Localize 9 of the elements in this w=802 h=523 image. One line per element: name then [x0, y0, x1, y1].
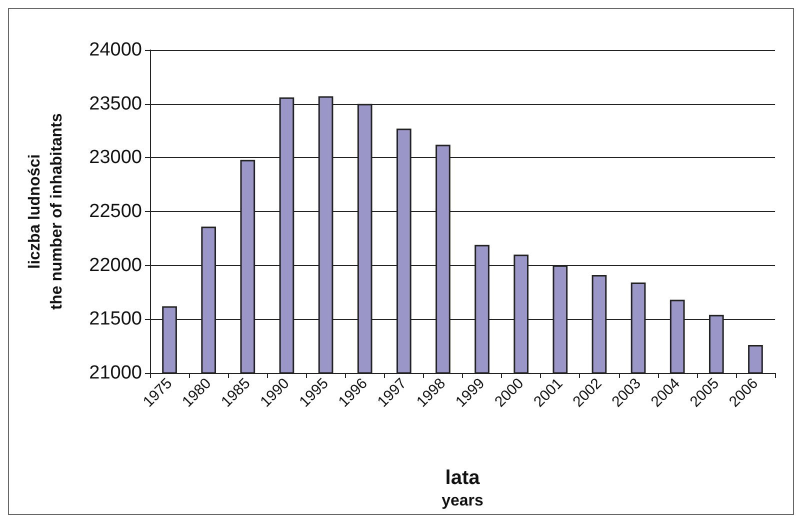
y-tick-label: 23500 — [89, 93, 142, 114]
y-tick-label: 22500 — [89, 201, 142, 222]
y-tick-label: 21500 — [89, 308, 142, 330]
y-tick-label: 22000 — [89, 254, 142, 276]
y-tick-label: 23000 — [89, 147, 142, 168]
y-tick-label: 24000 — [89, 40, 142, 60]
x-axis-title: lata years — [442, 467, 484, 510]
y-axis-title: liczba ludności the number of inhabitants — [26, 113, 66, 310]
y-tick-label: 21000 — [89, 362, 142, 384]
